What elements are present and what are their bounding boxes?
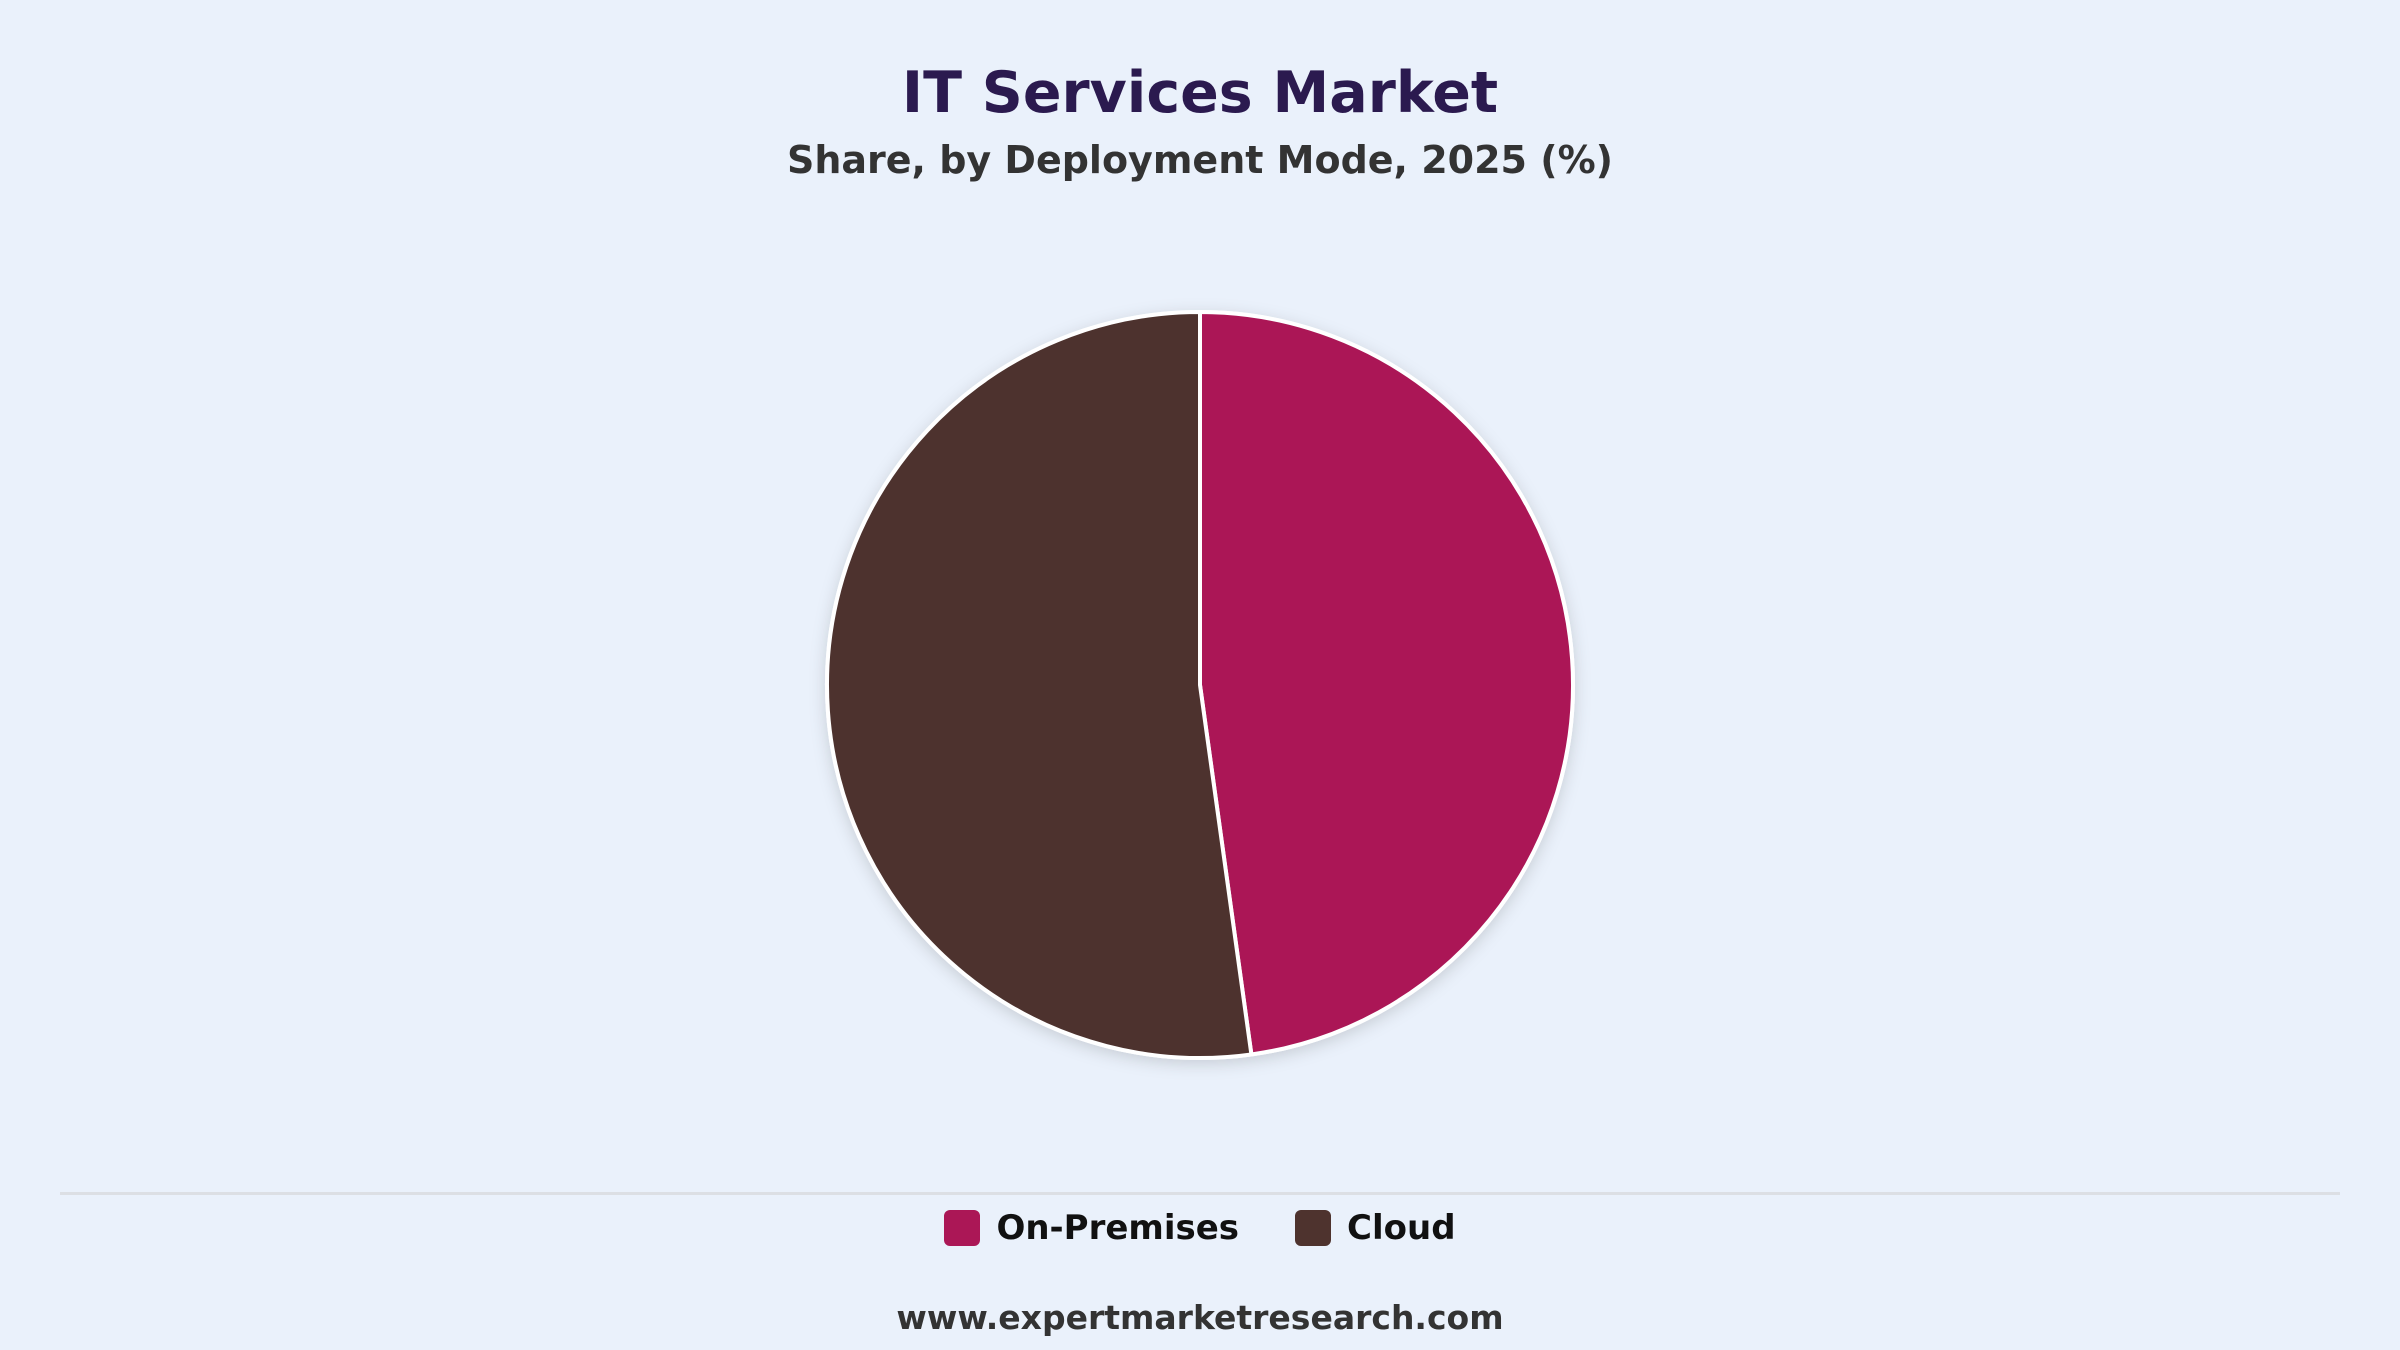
legend-item-cloud[interactable]: Cloud bbox=[1295, 1208, 1456, 1248]
chart-title: IT Services Market bbox=[901, 60, 1499, 126]
legend-item-on-premises[interactable]: On-Premises bbox=[944, 1208, 1239, 1248]
pie-slice-cloud[interactable] bbox=[824, 310, 1254, 1060]
legend-swatch-on-premises bbox=[944, 1210, 981, 1246]
legend-label-on-premises: On-Premises bbox=[996, 1208, 1240, 1248]
legend-swatch-cloud bbox=[1295, 1210, 1332, 1246]
legend: On-Premises Cloud bbox=[0, 1208, 2400, 1248]
legend-divider bbox=[60, 1192, 2340, 1195]
chart-subtitle: Share, by Deployment Mode, 2025 (%) bbox=[786, 138, 1614, 182]
legend-label-cloud: Cloud bbox=[1347, 1208, 1456, 1248]
pie-slice-on-premises[interactable] bbox=[1198, 310, 1575, 1057]
source-url: www.expertmarketresearch.com bbox=[896, 1298, 1504, 1337]
